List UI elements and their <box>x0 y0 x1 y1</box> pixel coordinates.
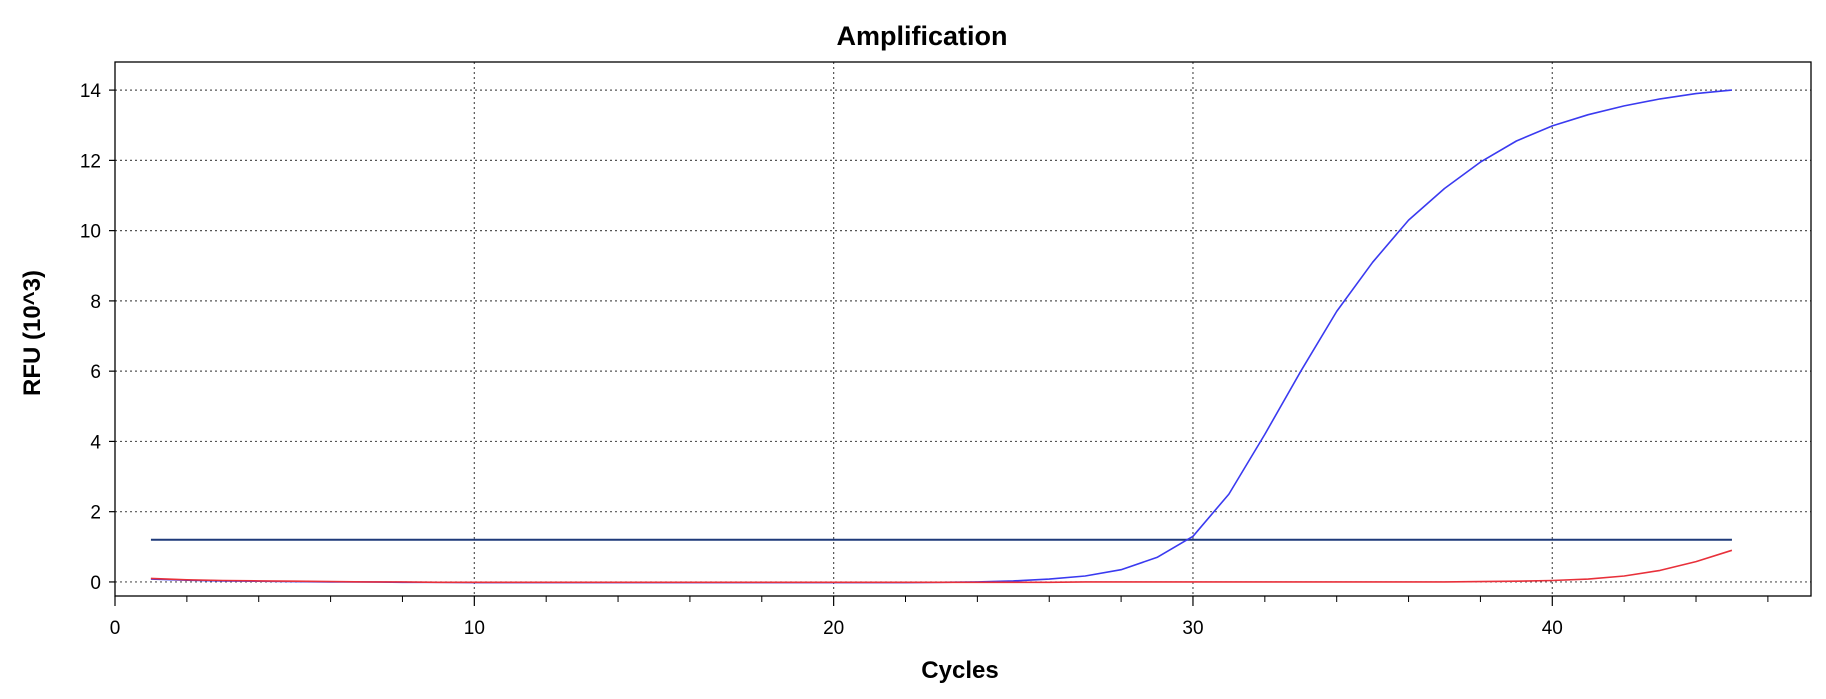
series-line-2 <box>150 549 1733 584</box>
y-tick-label: 8 <box>90 292 101 313</box>
grid <box>115 62 1811 596</box>
y-tick-label: 2 <box>90 503 101 524</box>
x-tick-label: 40 <box>1542 618 1563 639</box>
x-axis-ticks: 0 10 20 30 40 <box>110 596 1769 639</box>
x-tick-label: 30 <box>1182 618 1203 639</box>
series <box>150 89 1733 584</box>
x-axis-title: Cycles <box>921 657 998 684</box>
x-tick-label: 10 <box>464 618 485 639</box>
y-tick-label: 12 <box>80 151 101 172</box>
x-tick-label: 0 <box>110 618 121 639</box>
y-axis-title: RFU (10^3) <box>19 270 46 396</box>
chart-title: Amplification <box>836 21 1007 51</box>
y-axis-ticks: 0 2 4 6 8 10 12 14 <box>80 81 115 594</box>
x-tick-label: 20 <box>823 618 844 639</box>
y-tick-label: 4 <box>90 432 101 453</box>
y-tick-label: 0 <box>90 573 101 594</box>
axes <box>114 61 1812 597</box>
y-tick-label: 10 <box>80 222 101 243</box>
y-tick-label: 6 <box>90 362 101 383</box>
plot-frame <box>114 61 1812 597</box>
y-tick-label: 14 <box>80 81 102 102</box>
